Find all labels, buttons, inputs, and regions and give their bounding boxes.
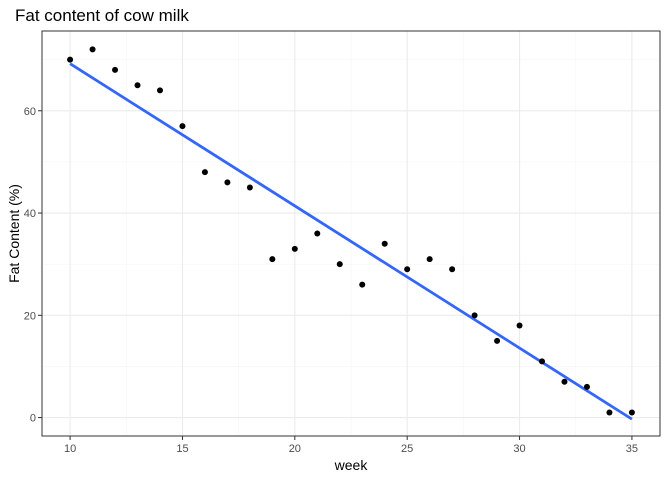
x-tick-label: 35 [626, 443, 638, 455]
data-point [224, 179, 231, 186]
x-tick-label: 10 [64, 443, 76, 455]
x-tick-label: 25 [401, 443, 413, 455]
data-point [381, 240, 388, 247]
y-tick-label: 0 [30, 413, 36, 425]
x-tick-label: 30 [513, 443, 525, 455]
data-point [606, 409, 613, 416]
y-tick-label: 60 [24, 106, 36, 118]
data-point [269, 256, 276, 263]
data-point [89, 46, 96, 53]
data-point [359, 281, 366, 288]
data-point [246, 184, 253, 191]
data-point [179, 123, 186, 130]
data-point [494, 337, 501, 344]
x-axis-ticks: 10 15 20 25 30 35 [64, 436, 638, 455]
data-points [67, 46, 635, 416]
data-point [112, 66, 119, 73]
data-point [628, 409, 635, 416]
data-point [134, 82, 141, 89]
data-point [67, 56, 74, 63]
y-tick-label: 40 [24, 208, 36, 220]
data-point [336, 261, 343, 268]
grid [42, 31, 660, 436]
y-axis-title: Fat Content (%) [6, 184, 22, 283]
x-axis-title: week [334, 457, 369, 473]
data-point [583, 383, 590, 390]
y-axis-ticks: 0 20 40 60 [24, 106, 42, 425]
chart-title: Fat content of cow milk [15, 6, 189, 25]
y-tick-label: 20 [24, 310, 36, 322]
data-point [201, 169, 208, 176]
data-point [426, 256, 433, 263]
data-point [471, 312, 478, 319]
data-point [291, 245, 298, 252]
data-point [314, 230, 321, 237]
data-point [561, 378, 568, 385]
data-point [516, 322, 523, 329]
x-tick-label: 20 [289, 443, 301, 455]
data-point [539, 358, 546, 365]
panel-border [41, 30, 661, 437]
trend-line [69, 62, 633, 421]
data-point [404, 266, 411, 273]
trend-line-layer [69, 62, 633, 421]
data-point [449, 266, 456, 273]
x-tick-label: 15 [176, 443, 188, 455]
data-point [156, 87, 163, 94]
